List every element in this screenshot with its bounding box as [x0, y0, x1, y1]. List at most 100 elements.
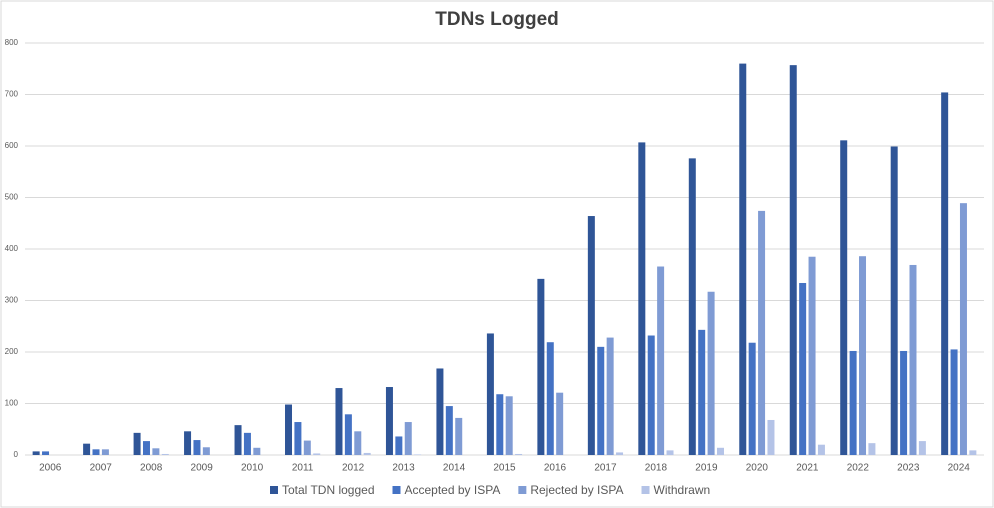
bar — [313, 453, 321, 455]
bar — [414, 454, 422, 455]
bar — [707, 291, 715, 455]
bar — [142, 441, 150, 455]
bar — [799, 282, 807, 455]
bar — [404, 422, 412, 455]
bar — [739, 63, 747, 455]
bar — [193, 440, 201, 455]
legend-label: Rejected by ISPA — [530, 483, 623, 497]
bar — [83, 443, 91, 455]
y-tick-label: 800 — [5, 38, 19, 47]
y-tick-label: 200 — [5, 347, 19, 356]
x-tick-label: 2024 — [948, 463, 971, 474]
x-tick-label: 2021 — [796, 463, 819, 474]
bar — [789, 65, 797, 456]
bar — [616, 452, 624, 455]
x-tick-label: 2013 — [392, 463, 415, 474]
x-tick-label: 2011 — [292, 463, 314, 474]
x-tick-label: 2019 — [695, 463, 718, 474]
x-tick-label: 2009 — [191, 463, 214, 474]
bar — [909, 264, 917, 455]
bar — [859, 256, 867, 455]
bar — [748, 342, 756, 455]
x-tick-label: 2014 — [443, 463, 466, 474]
bar — [941, 92, 949, 455]
legend-label: Total TDN logged — [282, 483, 375, 497]
bar — [817, 444, 825, 455]
bar — [32, 451, 40, 455]
bar — [496, 394, 504, 455]
bar — [92, 449, 100, 455]
bar — [657, 266, 665, 455]
bar — [688, 158, 696, 456]
bar — [363, 452, 371, 455]
bar — [767, 419, 775, 455]
legend-swatch — [641, 486, 650, 494]
bar — [666, 450, 674, 455]
bar — [597, 346, 605, 455]
x-tick-label: 2016 — [544, 463, 567, 474]
bar — [758, 210, 766, 455]
bar — [354, 431, 362, 455]
bar — [202, 447, 210, 455]
bar — [647, 335, 655, 455]
y-tick-label: 400 — [5, 244, 19, 253]
bar — [698, 329, 706, 455]
bar — [395, 436, 403, 455]
bar — [840, 140, 848, 455]
legend-swatch — [518, 486, 527, 494]
bar — [243, 432, 251, 455]
bar — [385, 387, 393, 455]
legend-swatch — [270, 486, 278, 494]
bar — [335, 388, 343, 455]
bar — [890, 146, 898, 455]
bar — [133, 432, 141, 455]
bar — [294, 422, 302, 455]
bar — [918, 441, 926, 455]
x-tick-label: 2022 — [847, 463, 870, 474]
y-tick-label: 0 — [14, 450, 19, 459]
bar — [436, 368, 444, 455]
x-tick-label: 2010 — [241, 463, 264, 474]
x-tick-label: 2017 — [594, 463, 617, 474]
bar — [556, 392, 564, 455]
bar — [234, 425, 242, 455]
bar — [868, 443, 876, 455]
y-tick-label: 300 — [5, 296, 19, 305]
bar — [486, 333, 494, 455]
bar — [42, 451, 50, 455]
y-tick-label: 500 — [5, 193, 19, 202]
y-tick-label: 100 — [5, 399, 19, 408]
x-tick-label: 2008 — [140, 463, 163, 474]
bar — [101, 449, 109, 455]
bar — [587, 216, 595, 455]
bar — [505, 396, 513, 455]
bar — [969, 450, 977, 455]
bar — [152, 448, 160, 455]
bar — [537, 278, 545, 455]
bar — [546, 342, 554, 455]
bar — [285, 404, 293, 455]
bar — [849, 350, 857, 455]
bar — [716, 447, 724, 455]
bar — [606, 337, 614, 455]
x-tick-label: 2020 — [746, 463, 769, 474]
bar — [445, 406, 453, 455]
bar — [950, 349, 958, 455]
chart-title: TDNs Logged — [435, 9, 559, 30]
bar — [253, 447, 261, 455]
x-tick-label: 2007 — [90, 463, 113, 474]
y-tick-label: 700 — [5, 90, 19, 99]
bar — [900, 350, 908, 455]
bar — [184, 431, 192, 455]
bar — [303, 440, 311, 455]
bar — [515, 453, 523, 455]
legend-swatch — [392, 486, 401, 494]
bar — [161, 453, 169, 455]
legend-label: Withdrawn — [654, 483, 711, 497]
x-tick-label: 2018 — [645, 463, 668, 474]
bar — [638, 142, 646, 455]
legend-label: Accepted by ISPA — [405, 483, 501, 497]
x-tick-label: 2023 — [897, 463, 920, 474]
y-tick-label: 600 — [5, 141, 19, 150]
